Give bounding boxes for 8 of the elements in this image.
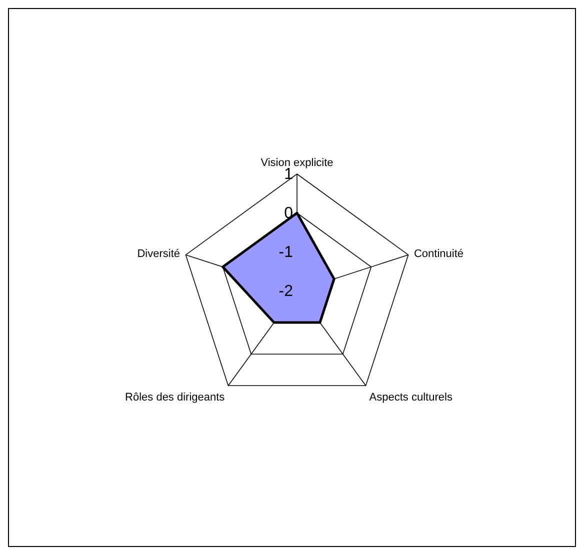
y-tick-label: -2: [278, 283, 294, 300]
spoke-label: Vision explicite: [260, 157, 334, 169]
y-tick-label: -1: [278, 244, 294, 261]
spoke-label: Aspects culturels: [369, 392, 453, 404]
spoke-label: Continuité: [414, 248, 464, 260]
spoke-label: Rôles des dirigeants: [125, 392, 226, 404]
spoke-label: Diversité: [137, 248, 180, 260]
y-tick-label: 1: [284, 166, 294, 183]
